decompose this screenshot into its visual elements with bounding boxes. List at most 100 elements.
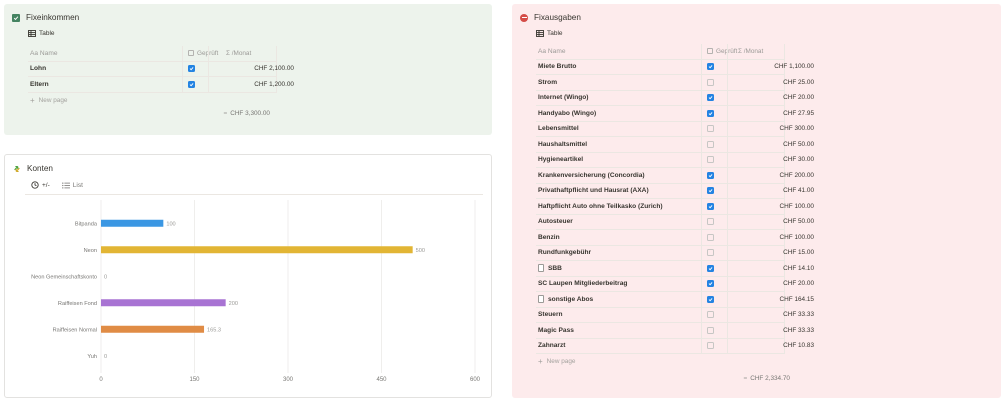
column-header-amount[interactable]: Σ /Monat [226, 49, 252, 57]
row-name[interactable]: Privathaftpflicht und Hausrat (AXA) [538, 187, 649, 194]
expense-table-view-tab[interactable]: Table [536, 30, 563, 37]
checkbox[interactable] [707, 78, 714, 86]
table-row[interactable]: Autosteuer CHF 50.00 [536, 215, 814, 230]
row-name-text: Internet (Wingo) [538, 94, 589, 102]
row-name-text: Lebensmittel [538, 125, 579, 133]
table-row[interactable]: Miete Brutto CHF 1,100.00 [536, 60, 814, 75]
row-name[interactable]: Hygieneartikel [538, 156, 583, 163]
row-name[interactable]: Haftpflicht Auto ohne Teilkasko (Zurich) [538, 203, 663, 210]
table-row[interactable]: Haushaltsmittel CHF 50.00 [536, 137, 814, 153]
value-label: 100 [166, 221, 175, 227]
row-name[interactable]: Zahnarzt [538, 342, 565, 349]
checkbox[interactable] [707, 311, 714, 319]
sum-row[interactable]: = CHF 3,300.00 [200, 110, 270, 117]
checkbox[interactable] [707, 187, 714, 195]
column-separator [276, 46, 277, 93]
table-row[interactable]: sonstige Abos CHF 164.15 [536, 292, 814, 308]
table-row[interactable]: Eltern CHF 1,200.00 [28, 77, 294, 93]
checkbox[interactable] [707, 140, 714, 148]
table-row[interactable]: Benzin CHF 100.00 [536, 230, 814, 246]
new-page-button[interactable]: + New page [30, 96, 67, 105]
table-row[interactable]: Hygieneartikel CHF 30.00 [536, 153, 814, 168]
checkbox[interactable] [707, 264, 714, 272]
checkbox[interactable] [707, 156, 714, 164]
column-header-checked[interactable]: Geprüft [188, 50, 218, 57]
column-header-checked[interactable]: Geprüft [707, 48, 737, 55]
table-row[interactable]: Lebensmittel CHF 300.00 [536, 122, 814, 137]
row-name[interactable]: Krankenversicherung (Concordia) [538, 172, 645, 179]
checkbox[interactable] [707, 202, 714, 210]
income-table-view-tab[interactable]: Table [28, 30, 55, 37]
row-name[interactable]: Steuern [538, 311, 563, 318]
sum-label: = [743, 375, 748, 382]
category-label: Yuh [87, 354, 97, 360]
expense-callout: Fixausgaben Table Aa Name GeprüftΣ /Monat… [512, 4, 1001, 398]
row-checkbox-cell [707, 326, 714, 334]
row-amount: CHF 2,100.00 [254, 65, 294, 73]
checkbox[interactable] [188, 65, 195, 73]
row-name[interactable]: Magic Pass [538, 327, 574, 334]
table-row[interactable]: SC Laupen Mitgliederbeitrag CHF 20.00 [536, 277, 814, 292]
row-name[interactable]: Benzin [538, 234, 560, 241]
table-row[interactable]: SBB CHF 14.10 [536, 261, 814, 277]
row-name-text: Steuern [538, 311, 563, 319]
checkbox[interactable] [707, 94, 714, 102]
table-row[interactable]: Magic Pass CHF 33.33 [536, 323, 814, 339]
row-checkbox-cell [707, 94, 714, 102]
table-row[interactable]: Rundfunkgebühr CHF 15.00 [536, 246, 814, 261]
column-header-name[interactable]: Aa Name [30, 49, 58, 57]
row-name[interactable]: Handyabo (Wingo) [538, 110, 596, 117]
new-page-button[interactable]: + New page [538, 357, 575, 366]
row-name[interactable]: Lohn [30, 65, 46, 72]
row-name[interactable]: SC Laupen Mitgliederbeitrag [538, 280, 627, 287]
checkbox[interactable] [707, 171, 714, 179]
table-row[interactable]: Krankenversicherung (Concordia) CHF 200.0… [536, 168, 814, 184]
checkbox[interactable] [707, 249, 714, 257]
row-amount: CHF 15.00 [783, 249, 814, 257]
table-row[interactable]: Steuern CHF 33.33 [536, 308, 814, 323]
checkbox[interactable] [707, 326, 714, 334]
row-name[interactable]: Miete Brutto [538, 63, 576, 70]
checkbox[interactable] [707, 342, 714, 350]
checkbox[interactable] [188, 80, 195, 88]
table-row[interactable]: Zahnarzt CHF 10.83 [536, 339, 814, 354]
value-label: 200 [229, 301, 238, 307]
row-name[interactable]: Internet (Wingo) [538, 94, 588, 101]
checkbox[interactable] [707, 280, 714, 288]
table-row[interactable]: Privathaftpflicht und Hausrat (AXA) CHF 4… [536, 184, 814, 199]
row-name[interactable]: SBB [538, 264, 562, 273]
row-name[interactable]: Lebensmittel [538, 125, 579, 132]
table-row[interactable]: Strom CHF 25.00 [536, 75, 814, 91]
column-header-name[interactable]: Aa Name [538, 47, 566, 55]
row-name[interactable]: Eltern [30, 81, 49, 88]
checkbox[interactable] [707, 233, 714, 241]
row-amount: CHF 1,100.00 [774, 63, 814, 71]
value-label: 165.3 [207, 327, 221, 333]
checkbox[interactable] [707, 218, 714, 226]
table-row[interactable]: Lohn CHF 2,100.00 [28, 62, 294, 78]
column-header-amount[interactable]: Σ /Monat [738, 47, 764, 55]
column-separator [727, 44, 728, 354]
checkbox[interactable] [707, 63, 714, 71]
sum-label: = [223, 110, 228, 117]
row-name-text: Magic Pass [538, 326, 574, 334]
tab-list[interactable]: List [56, 181, 89, 195]
row-name[interactable]: Autosteuer [538, 218, 573, 225]
checkbox[interactable] [707, 295, 714, 303]
table-row[interactable]: Haftpflicht Auto ohne Teilkasko (Zurich)… [536, 199, 814, 215]
table-row[interactable]: Handyabo (Wingo) CHF 27.95 [536, 106, 814, 122]
row-name[interactable]: Haushaltsmittel [538, 141, 587, 148]
expense-title: Fixausgaben [534, 13, 581, 22]
sum-row[interactable]: = CHF 2,334.70 [712, 375, 790, 382]
list-icon [61, 182, 70, 189]
table-row[interactable]: Internet (Wingo) CHF 20.00 [536, 91, 814, 106]
checkbox[interactable] [707, 109, 714, 117]
category-label: Bitpanda [75, 221, 98, 227]
checkbox[interactable] [707, 125, 714, 133]
row-name[interactable]: sonstige Abos [538, 295, 593, 304]
konten-callout: Konten +/- List 0 150 300 450 600 Bitpanda 100… [4, 154, 492, 398]
income-title-row: Fixeinkommen [12, 13, 79, 22]
row-name[interactable]: Strom [538, 79, 557, 86]
x-tick-label: 0 [99, 377, 103, 383]
row-name[interactable]: Rundfunkgebühr [538, 249, 591, 256]
